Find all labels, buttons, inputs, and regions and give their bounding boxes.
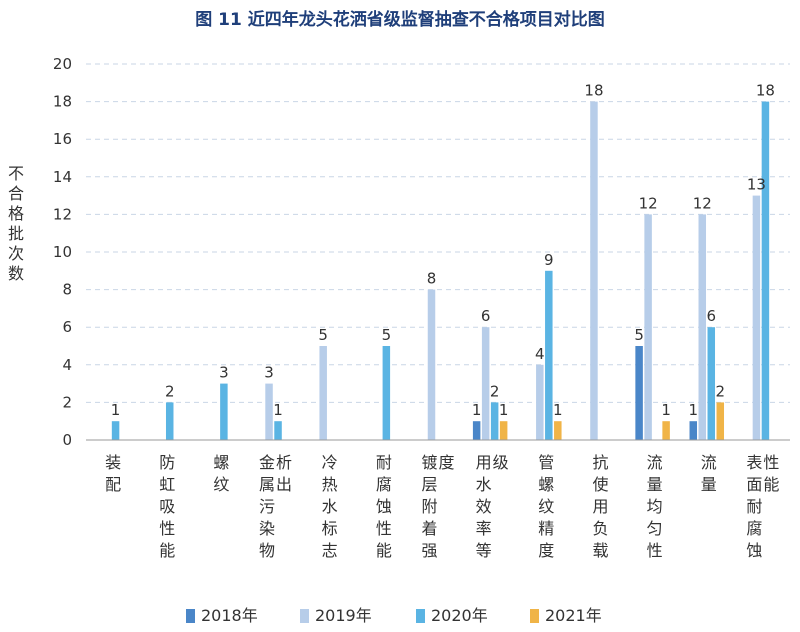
bar [472,421,481,440]
gridlines [86,63,790,403]
data-label: 5 [318,326,328,344]
bar [536,364,544,440]
bar [761,101,770,440]
y-tick-label: 4 [62,356,72,374]
bars [111,101,770,440]
category-label: 冷热水标志 [322,453,338,560]
y-tick-label: 14 [53,168,72,186]
legend-label: 2021年 [545,606,602,625]
bar [635,346,643,440]
bar [274,421,282,440]
bar [698,214,707,440]
y-axis-label: 不合格批次数 [8,164,24,283]
bar [707,327,716,440]
legend-swatch [416,609,425,623]
data-label: 1 [688,401,698,419]
data-label: 5 [634,326,644,344]
data-label: 12 [639,194,658,212]
legend-swatch [186,609,195,623]
data-label: 1 [111,401,121,419]
bar [165,402,174,440]
category-label: 耐腐蚀性能 [376,453,392,560]
bar [499,421,508,440]
y-axis-title: 不合格批次数 [8,164,24,283]
legend-label: 2019年 [315,606,372,625]
data-label: 6 [481,307,491,325]
data-label: 18 [756,82,775,100]
legend-label: 2020年 [431,606,488,625]
bar [590,101,598,440]
bar [490,402,499,440]
data-label: 4 [535,345,545,363]
bar [689,421,698,440]
category-label: 用水效率等级 [476,453,509,560]
bar [265,383,273,440]
y-tick-label: 16 [53,130,72,148]
y-tick-label: 12 [53,205,72,223]
bar [481,327,490,440]
category-label: 金属污染物析出 [259,453,292,560]
data-label: 1 [472,401,482,419]
data-label: 13 [747,176,766,194]
legend-label: 2018年 [201,606,258,625]
bar [382,346,391,440]
data-label: 8 [427,270,437,288]
bar [662,421,670,440]
data-label: 2 [490,382,500,400]
category-label: 装配 [105,453,121,494]
y-axis-ticks: 0 2 4 6 8 10 12 14 16 18 20 [53,55,72,449]
data-label: 3 [219,364,229,382]
data-label: 2 [165,382,175,400]
bar [319,346,327,440]
y-tick-label: 0 [62,431,72,449]
legend-swatch [530,609,539,623]
data-label: 9 [544,251,554,269]
category-label: 镀层附着强度 [421,453,454,560]
data-label: 5 [382,326,392,344]
category-label: 螺纹 [213,453,229,494]
data-label: 3 [264,364,274,382]
y-tick-label: 10 [53,243,72,261]
data-label: 18 [584,82,603,100]
data-label: 12 [693,194,712,212]
bar [554,421,562,440]
chart-title: 图 11 近四年龙头花洒省级监督抽查不合格项目对比图 [195,9,605,30]
data-label: 1 [661,401,671,419]
bar [716,402,725,440]
category-label: 流量均匀性 [647,453,663,560]
bar [220,383,228,440]
data-label: 1 [273,401,283,419]
bar [644,214,652,440]
y-tick-label: 18 [53,93,72,111]
data-label: 2 [715,382,725,400]
bar [111,421,120,440]
data-label: 1 [553,401,563,419]
category-label: 流量 [701,453,717,494]
category-label: 管螺纹精度 [538,453,554,560]
legend-swatch [300,609,309,623]
bar [427,289,436,440]
bar [752,195,761,440]
y-tick-label: 6 [62,318,72,336]
category-label: 抗使用负载 [592,453,608,560]
data-label: 1 [499,401,509,419]
y-tick-label: 20 [53,55,72,73]
data-label: 6 [706,307,716,325]
bar [545,270,553,440]
y-tick-label: 8 [62,281,72,299]
category-label: 表面耐腐蚀性能 [746,453,779,560]
legend: 2018年 2019年 2020年 2021年 [186,606,602,625]
category-label: 防虹吸性能 [159,453,175,560]
y-tick-label: 2 [62,393,72,411]
